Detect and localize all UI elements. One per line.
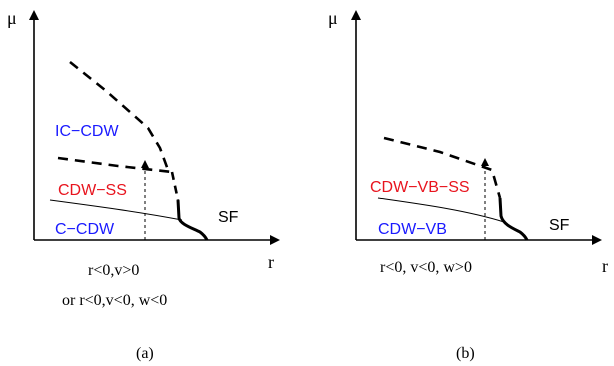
region-label-cdw-vb: CDW−VB — [378, 221, 447, 238]
condition-line1-b: r<0, v<0, w>0 — [380, 259, 472, 276]
region-label-sf-a: SF — [218, 209, 239, 226]
sf-boundary-a — [176, 199, 209, 241]
region-label-ic-cdw: IC−CDW — [55, 123, 119, 140]
thin-boundary-a — [49, 199, 183, 221]
region-label-sf-b: SF — [549, 217, 570, 234]
lower-dashed-boundary-a — [170, 171, 180, 201]
y-axis-label-b: μ — [328, 8, 338, 28]
cdw-vb-ss-boundary-b — [383, 136, 502, 199]
thin-boundary-b — [377, 197, 505, 223]
y-axis-label-a: μ — [7, 8, 17, 28]
condition-line2-a: or r<0,v<0, w<0 — [62, 292, 167, 309]
caption-a: (a) — [136, 345, 154, 362]
cdw-ss-boundary-a — [57, 156, 173, 174]
x-axis-label-b: r — [602, 256, 608, 276]
panel-b: μ r CDW−VB−SS CDW−VB SF r<0, v<0, w>0 (b… — [328, 8, 608, 362]
region-label-cdw-ss: CDW−SS — [58, 182, 127, 199]
ic-cdw-boundary-a — [69, 60, 170, 171]
region-label-cdw-vb-ss: CDW−VB−SS — [370, 179, 470, 196]
condition-line1-a: r<0,v>0 — [88, 262, 139, 279]
panel-a: μ r IC−CDW CDW−SS C−CDW SF r<0,v>0 or r<… — [7, 8, 280, 362]
caption-b: (b) — [456, 345, 475, 362]
sf-boundary-b — [498, 197, 529, 241]
region-label-c-cdw: C−CDW — [55, 221, 115, 238]
x-axis-label-a: r — [268, 252, 274, 272]
